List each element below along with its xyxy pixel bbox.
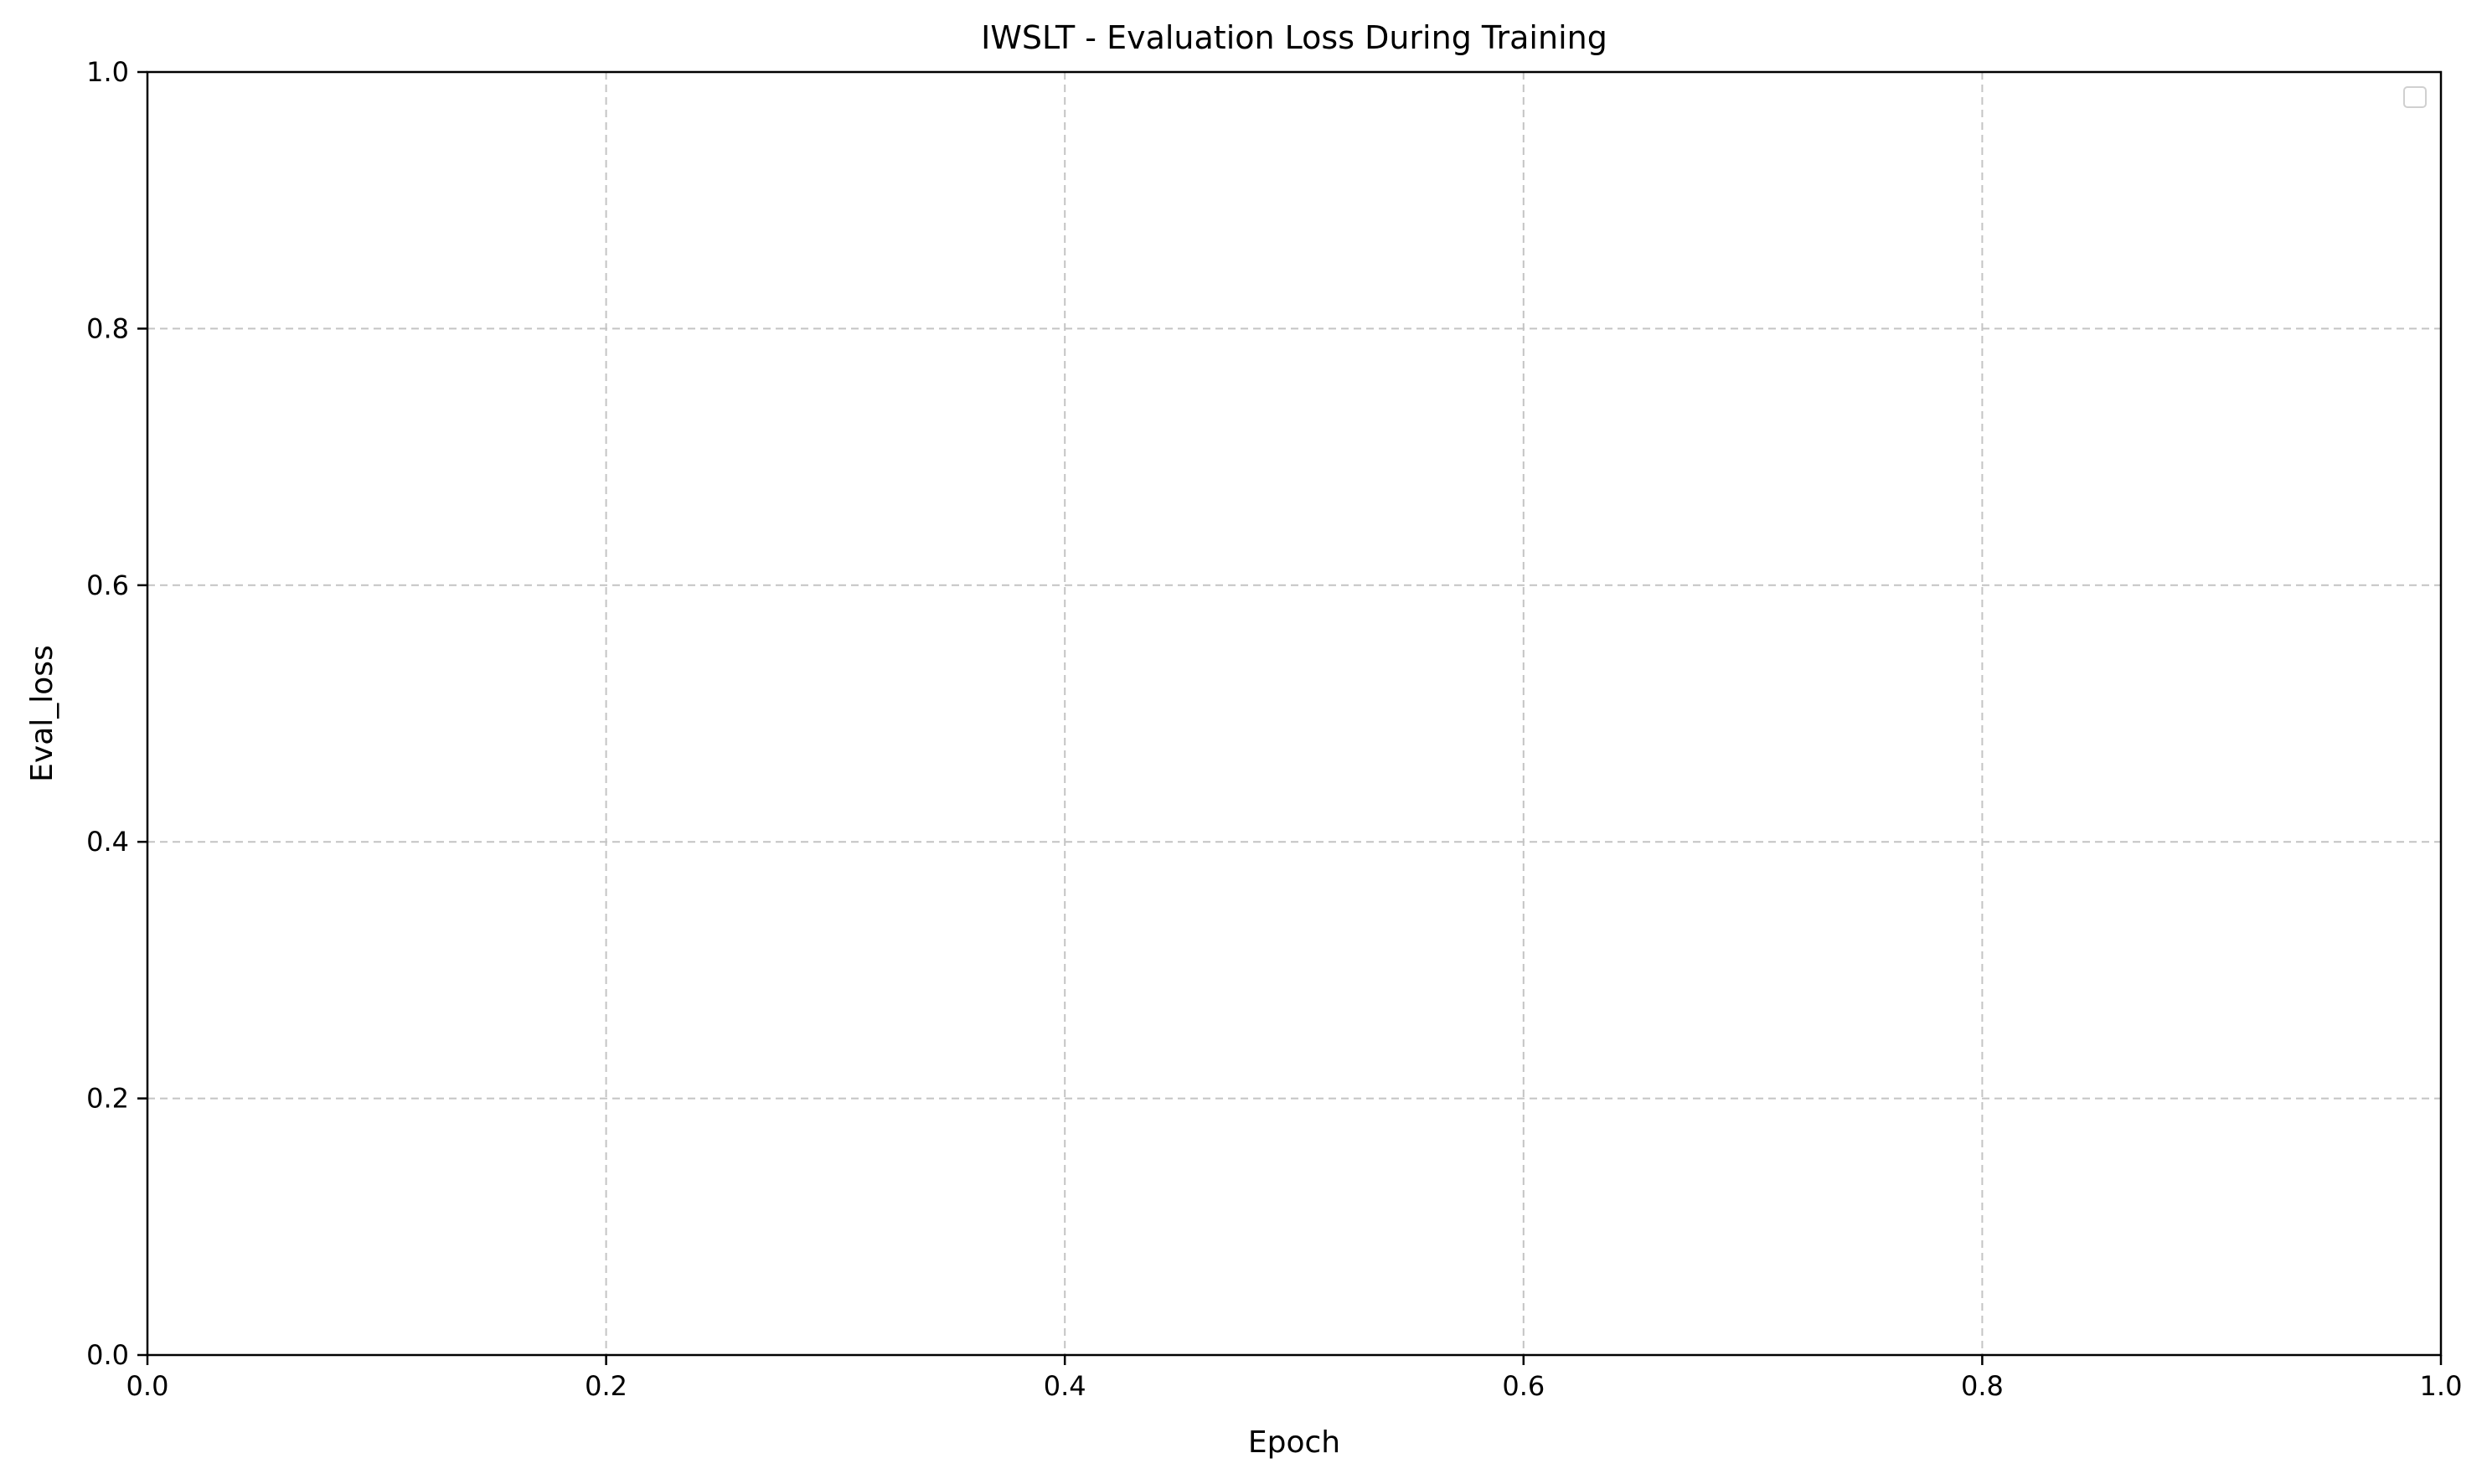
y-tick-label: 0.4 [86,826,129,858]
y-tick-label: 0.0 [86,1339,129,1371]
y-tick-label: 1.0 [86,56,129,88]
x-tick-label: 0.8 [1961,1370,2004,1402]
x-tick-label: 1.0 [2420,1370,2463,1402]
legend-box [2403,86,2427,108]
y-tick-label: 0.6 [86,569,129,601]
y-tick-label: 0.2 [86,1083,129,1115]
y-axis-label: Eval_loss [25,645,59,782]
axes-frame [146,70,2443,1357]
x-axis-label: Epoch [1248,1425,1340,1460]
chart-title: IWSLT - Evaluation Loss During Training [981,19,1607,56]
grid [147,72,2441,1355]
x-tick-label: 0.2 [585,1370,627,1402]
x-tick-label: 0.0 [126,1370,169,1402]
x-axis-ticks: 0.0 0.2 0.4 0.6 0.8 1.0 [126,1355,2463,1402]
plot-area [147,72,2441,1355]
y-tick-label: 0.8 [86,312,129,344]
y-axis-ticks: 0.0 0.2 0.4 0.6 0.8 1.0 [86,56,147,1371]
x-tick-label: 0.4 [1044,1370,1086,1402]
x-tick-label: 0.6 [1502,1370,1545,1402]
